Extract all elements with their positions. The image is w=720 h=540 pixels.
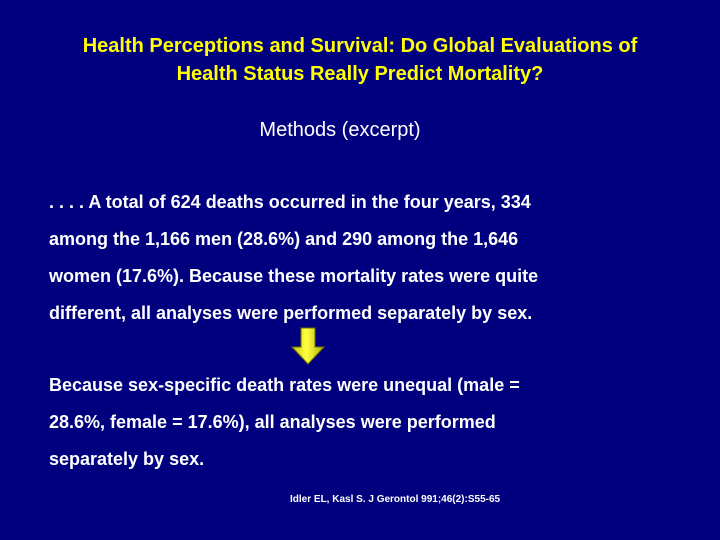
citation: Idler EL, Kasl S. J Gerontol 991;46(2):S… [290, 494, 501, 505]
paragraph-line: among the 1,166 men (28.6%) and 290 amon… [49, 229, 519, 249]
revised-text-paragraph: Because sex-specific death rates were un… [49, 367, 689, 478]
slide-title: Health Perceptions and Survival: Do Glob… [0, 32, 720, 88]
slide-title-line-2: Health Status Really Predict Mortality? [176, 63, 544, 85]
slide-title-line-1: Health Perceptions and Survival: Do Glob… [82, 35, 638, 57]
original-text-paragraph: . . . . A total of 624 deaths occurred i… [49, 184, 689, 332]
slide-subtitle: Methods (excerpt) [259, 119, 421, 141]
paragraph-line: Because sex-specific death rates were un… [49, 375, 520, 395]
paragraph-line: different, all analyses were performed s… [49, 303, 533, 323]
down-arrow-icon [290, 327, 326, 365]
paragraph-line: separately by sex. [49, 449, 205, 469]
paragraph-line: women (17.6%). Because these mortality r… [49, 266, 539, 286]
paragraph-line: . . . . A total of 624 deaths occurred i… [49, 192, 531, 212]
paragraph-line: 28.6%, female = 17.6%), all analyses wer… [49, 412, 496, 432]
